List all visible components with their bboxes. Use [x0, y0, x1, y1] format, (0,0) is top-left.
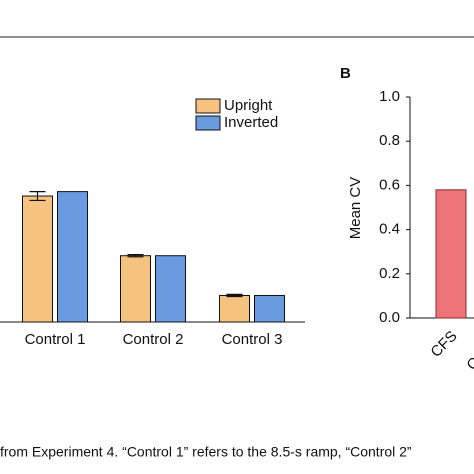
y-tick-label: 0.0 — [379, 309, 400, 326]
error-bar — [127, 253, 144, 258]
y-axis-label: Mean CV — [347, 177, 364, 240]
bar — [254, 294, 285, 323]
caption: from Experiment 4. “Control 1” refers to… — [0, 444, 412, 460]
x-tick-label: Control 2 — [123, 331, 184, 348]
error-bar — [226, 293, 243, 298]
bar — [435, 189, 467, 319]
error-bar — [29, 191, 46, 202]
bar — [219, 294, 250, 323]
legend-swatch — [195, 98, 221, 114]
y-tick-label: 0.4 — [379, 221, 400, 238]
bar — [155, 255, 186, 323]
panel-label: B — [340, 65, 351, 82]
bar — [120, 255, 151, 323]
x-tick-label: Control 1 — [25, 331, 86, 348]
y-tick-label: 1.0 — [379, 88, 400, 105]
legend-label: Upright — [224, 97, 273, 114]
x-tick-label: Control 3 — [222, 331, 283, 348]
y-tick-label: 0.6 — [379, 176, 400, 193]
bar — [22, 195, 53, 323]
bar — [57, 191, 88, 323]
y-tick-label: 0.8 — [379, 132, 400, 149]
legend-swatch — [195, 115, 221, 131]
y-tick-label: 0.2 — [379, 265, 400, 282]
legend-label: Inverted — [224, 114, 278, 131]
